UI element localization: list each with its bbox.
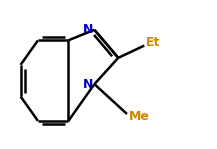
Text: Me: Me xyxy=(128,110,149,123)
Text: N: N xyxy=(83,78,93,91)
Text: N: N xyxy=(83,23,93,36)
Text: Et: Et xyxy=(146,36,160,49)
